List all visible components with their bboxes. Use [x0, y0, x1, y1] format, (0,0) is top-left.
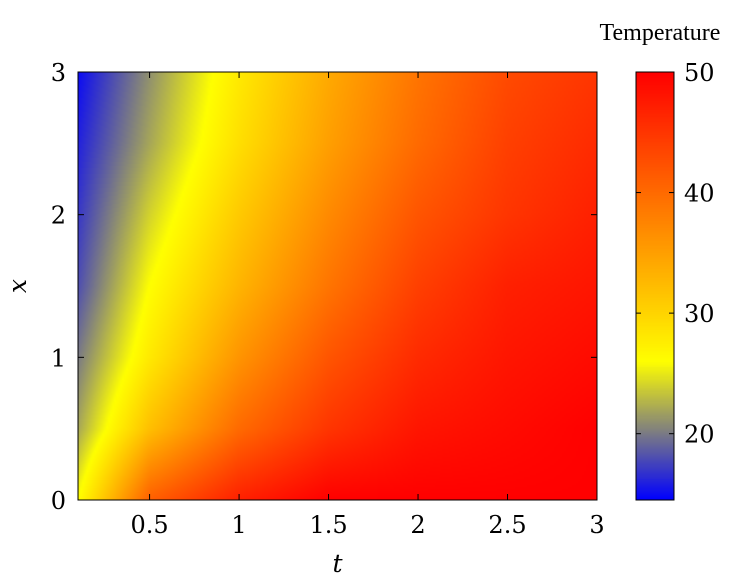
- x-tick-label: 2.5: [488, 511, 526, 539]
- plot-frame: [77, 71, 598, 501]
- x-tick-label: 3: [589, 511, 604, 539]
- x-axis-label: t: [332, 549, 343, 577]
- x-tick-label: 1.5: [309, 511, 347, 539]
- colorbar-tick-label: 40: [684, 180, 715, 208]
- colorbar: 20 30 40 50: [635, 59, 715, 501]
- x-tick-label: 0.5: [131, 511, 169, 539]
- colorbar-title: Temperature: [600, 20, 721, 46]
- y-tick-label: 0: [51, 487, 66, 515]
- colorbar-tick-label: 30: [684, 300, 715, 328]
- x-axis: 0.5 1 1.5 2 2.5 3: [131, 72, 605, 539]
- y-tick-label: 2: [51, 202, 66, 230]
- y-axis-label: x: [3, 279, 32, 293]
- colorbar-gradient: [636, 72, 674, 500]
- y-axis: 0 1 2 3: [51, 59, 597, 515]
- y-tick-label: 3: [51, 59, 66, 87]
- x-tick-label: 2: [410, 511, 425, 539]
- colorbar-tick-label: 50: [684, 59, 715, 87]
- colorbar-ticks: 20 30 40 50: [636, 59, 715, 449]
- heatmap-surface: [78, 72, 597, 500]
- colorbar-frame: [635, 71, 675, 501]
- x-tick-label: 1: [231, 511, 246, 539]
- plot-area: [77, 71, 598, 501]
- colorbar-tick-label: 20: [684, 421, 715, 449]
- y-tick-label: 1: [51, 344, 66, 372]
